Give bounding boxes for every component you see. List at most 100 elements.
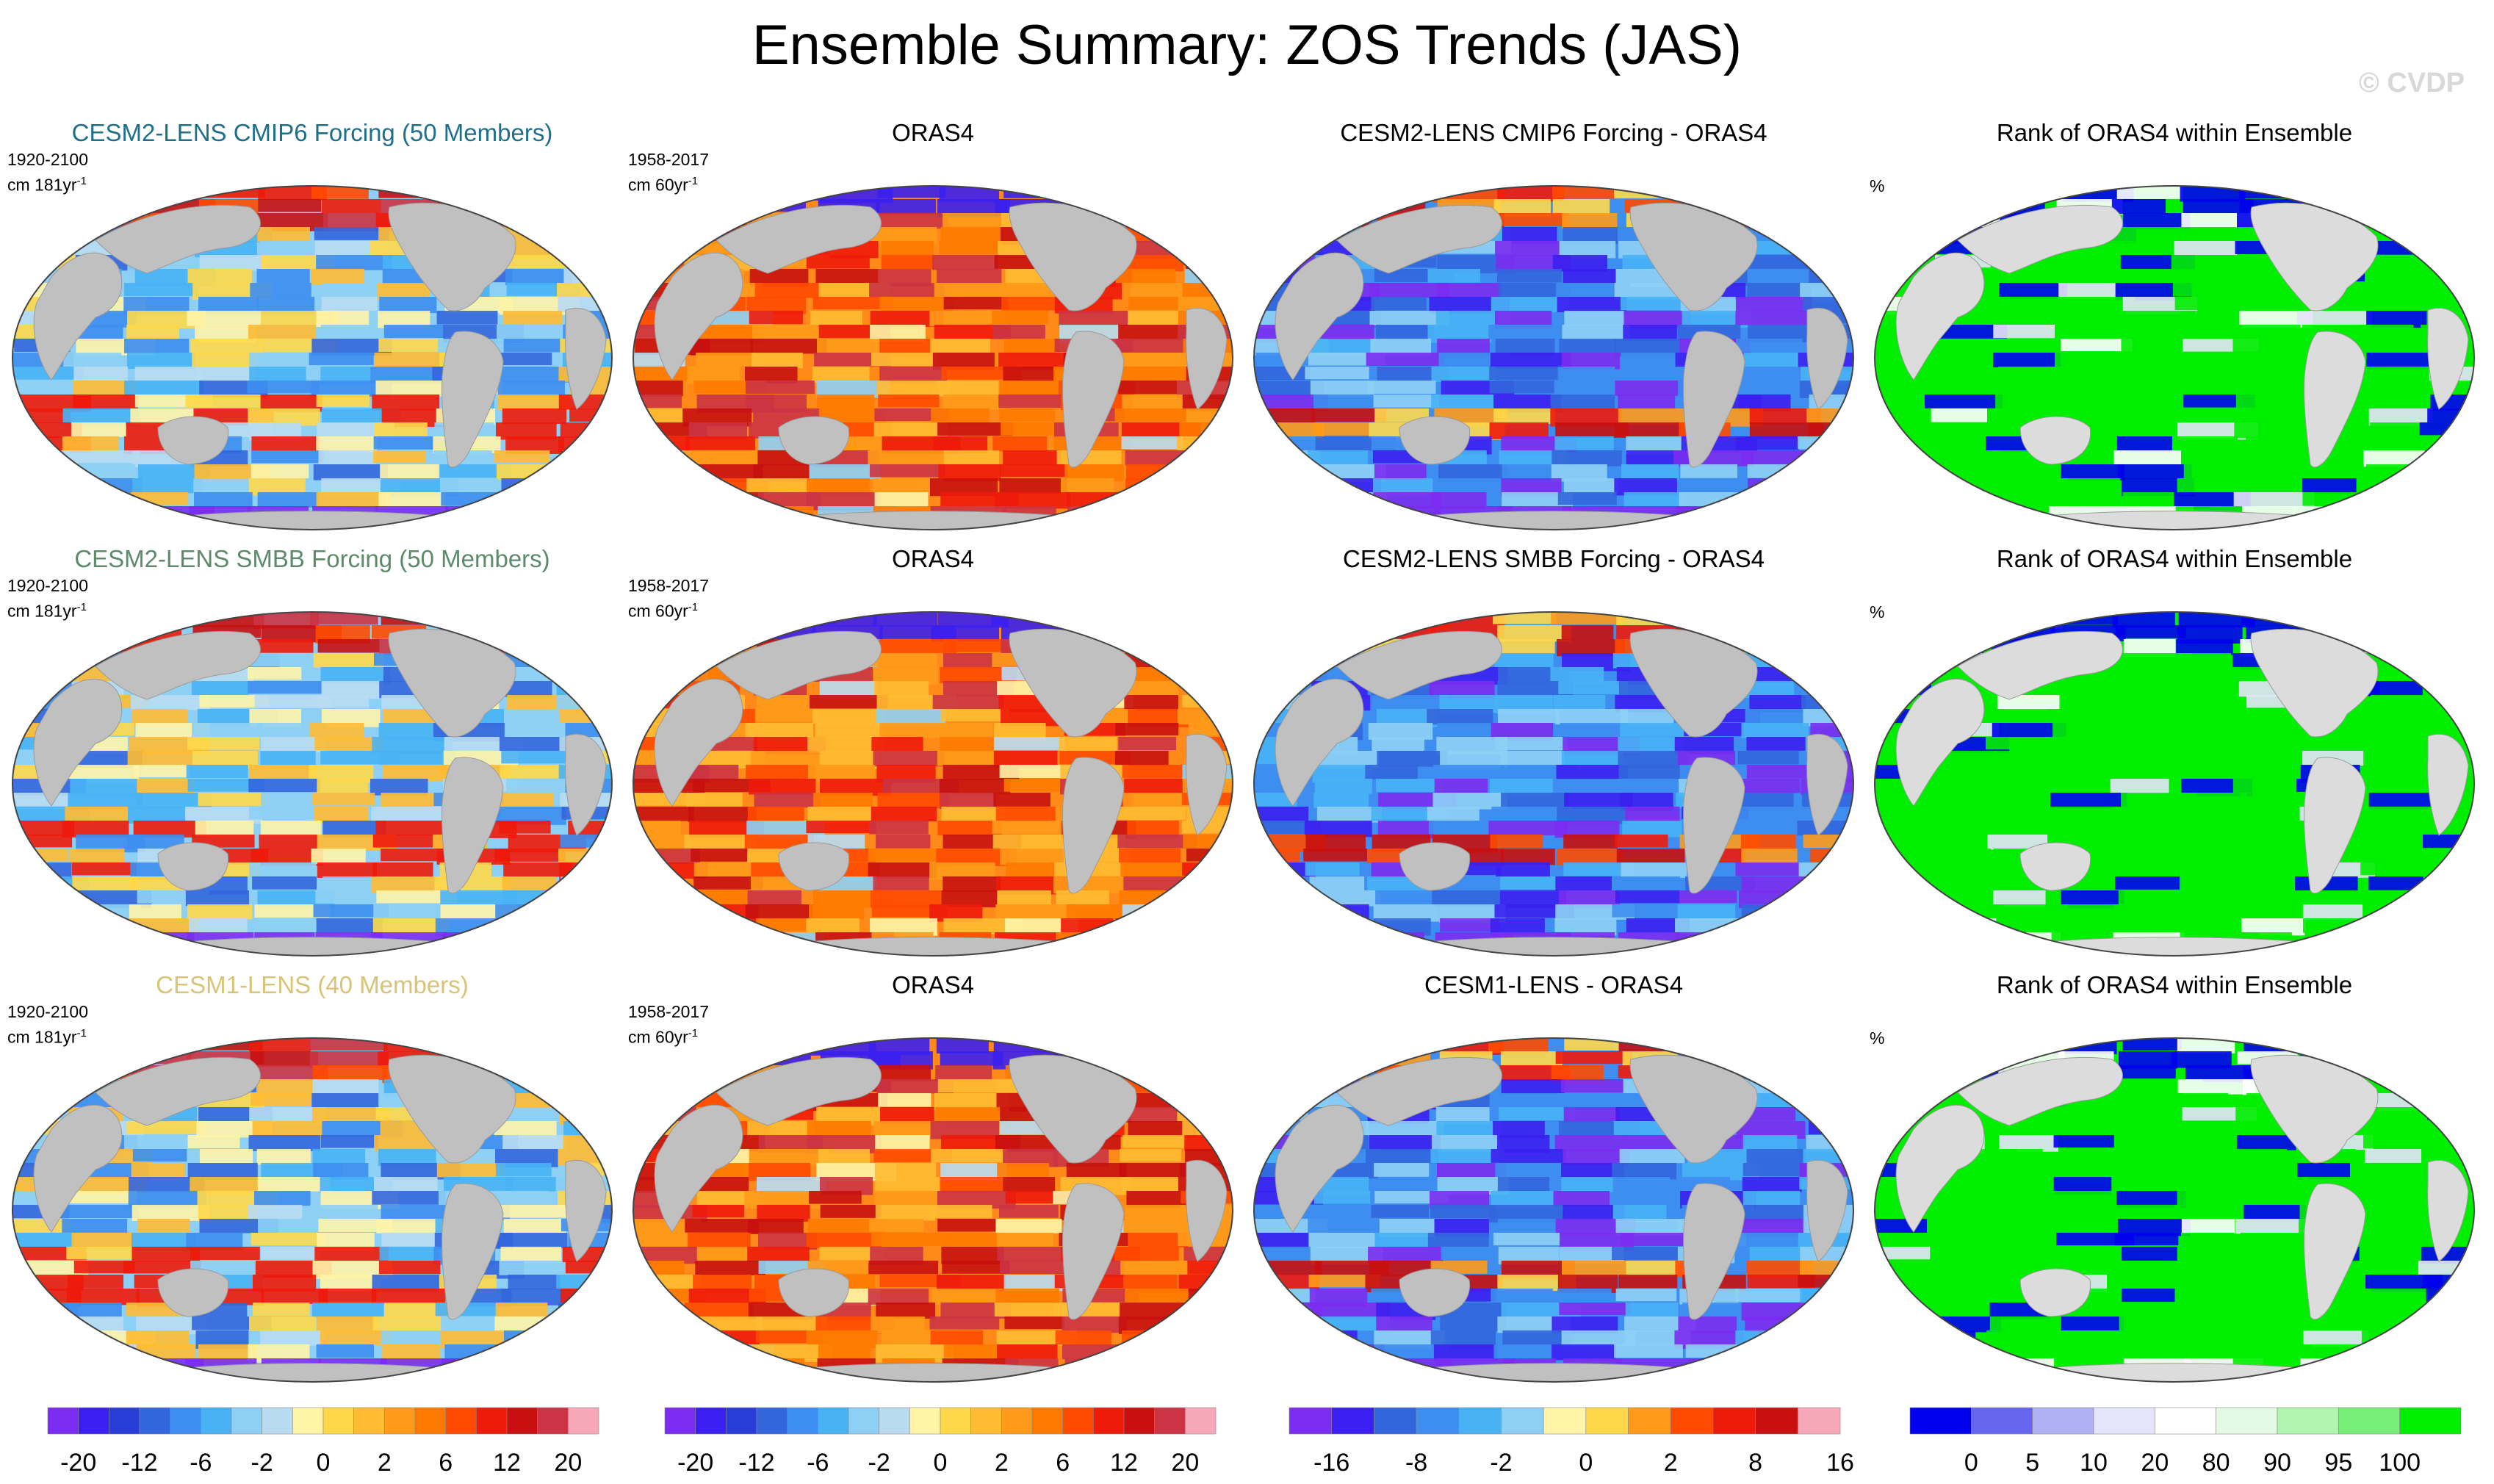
panel-title: CESM2-LENS SMBB Forcing (50 Members) — [74, 545, 550, 572]
colorbar-swatch — [2032, 1407, 2094, 1435]
colorbar-tick-label: 0 — [1964, 1449, 1978, 1477]
colorbar-tick-label: -6 — [190, 1449, 212, 1477]
colorbar-swatch — [1031, 1407, 1063, 1435]
colorbar-swatch — [1501, 1407, 1544, 1435]
colorbar-swatch — [1416, 1407, 1460, 1435]
panel-period-units: 1958-2017 cm 60yr-1 — [628, 1001, 709, 1048]
colorbar-swatch — [1185, 1407, 1217, 1435]
colorbar-swatch — [1062, 1407, 1094, 1435]
colorbar-swatch — [970, 1407, 1002, 1435]
colorbar-swatch — [818, 1407, 849, 1435]
panel-title: ORAS4 — [892, 545, 974, 572]
colorbar-swatch — [1755, 1407, 1798, 1435]
colorbar-tick-label: -6 — [807, 1449, 829, 1477]
panel-rank-row1: Rank of ORAS4 within Ensemble% — [1870, 119, 2479, 538]
panel-ensemble-row2: CESM2-LENS SMBB Forcing (50 Members) 1920… — [7, 545, 617, 964]
colorbar-swatch — [695, 1407, 727, 1435]
colorbar-swatch — [1154, 1407, 1186, 1435]
units-text: cm 60yr — [628, 601, 688, 621]
colorbar-swatch — [139, 1407, 170, 1435]
ensemble-map — [12, 611, 613, 957]
units-label: cm 181yr-1 — [7, 1023, 88, 1048]
panel-title: CESM1-LENS (40 Members) — [156, 971, 469, 998]
diff-map — [1253, 611, 1854, 957]
colorbar-3: -16 -8 -2 0 2 8 16 — [1282, 1405, 1855, 1478]
colorbar-swatch — [1289, 1407, 1332, 1435]
colorbar-swatch — [1543, 1407, 1587, 1435]
units-label: cm 60yr-1 — [628, 597, 709, 622]
colorbar-4: 0 5 10 20 80 90 95 100 — [1903, 1405, 2476, 1478]
colorbar-swatch — [1628, 1407, 1671, 1435]
colorbar-swatch — [1374, 1407, 1417, 1435]
colorbar-swatch — [726, 1407, 757, 1435]
colorbar-swatch — [2093, 1407, 2155, 1435]
panel-title: Rank of ORAS4 within Ensemble — [1996, 971, 2353, 998]
colorbar-swatch — [353, 1407, 385, 1435]
percent-units-label: % — [1870, 176, 1885, 195]
colorbar-swatch — [568, 1407, 599, 1435]
colorbar-swatch — [2216, 1407, 2278, 1435]
colorbar-tick-label: 0 — [1579, 1449, 1593, 1477]
colorbar-swatch — [787, 1407, 818, 1435]
panel-obs-row3: ORAS4 1958-2017 cm 60yr-1 — [628, 971, 1238, 1390]
colorbar-swatch — [170, 1407, 201, 1435]
colorbar-swatch — [384, 1407, 416, 1435]
colorbar-swatch — [2155, 1407, 2216, 1435]
units-exponent: -1 — [688, 601, 699, 613]
panel-ensemble-row3: CESM1-LENS (40 Members) 1920-2100 cm 181yr… — [7, 971, 617, 1390]
panel-obs-row2: ORAS4 1958-2017 cm 60yr-1 — [628, 545, 1238, 964]
colorbar-swatch — [78, 1407, 109, 1435]
colorbar-swatch — [879, 1407, 910, 1435]
units-exponent: -1 — [76, 601, 87, 613]
panel-ensemble-row1: CESM2-LENS CMIP6 Forcing (50 Members) 192… — [7, 119, 617, 538]
units-text: cm 181yr — [7, 175, 77, 195]
colorbar-tick-label: -20 — [60, 1449, 96, 1477]
colorbar-tick-label: 10 — [2080, 1449, 2108, 1477]
colorbar-swatch — [1712, 1407, 1756, 1435]
colorbar-tick-label: 6 — [1056, 1449, 1070, 1477]
obs-map — [632, 1037, 1233, 1383]
panel-rank-row2: Rank of ORAS4 within Ensemble% — [1870, 545, 2479, 964]
colorbar-tick-label: 80 — [2202, 1449, 2230, 1477]
panel-title: ORAS4 — [892, 119, 974, 146]
colorbar-tick-label: 12 — [493, 1449, 521, 1477]
colorbar-swatch — [109, 1407, 140, 1435]
colorbar-tick-label: -12 — [738, 1449, 774, 1477]
colorbar-tick-label: 6 — [439, 1449, 453, 1477]
colorbar-tick-label: 5 — [2025, 1449, 2039, 1477]
colorbar-swatch — [1798, 1407, 1841, 1435]
units-text: cm 181yr — [7, 601, 77, 621]
watermark: © CVDP — [2358, 68, 2465, 98]
colorbar-tick-label: 90 — [2263, 1449, 2291, 1477]
panel-title: Rank of ORAS4 within Ensemble — [1996, 545, 2353, 572]
colorbar-swatch — [664, 1407, 696, 1435]
panel-period-units: 1920-2100 cm 181yr-1 — [7, 574, 88, 622]
panel-title: CESM1-LENS - ORAS4 — [1424, 971, 1684, 998]
panel-title: ORAS4 — [892, 971, 974, 998]
colorbar-swatch — [1001, 1407, 1033, 1435]
rank-map — [1874, 1037, 2475, 1383]
colorbar-tick-label: -2 — [1490, 1449, 1512, 1477]
colorbar-swatch — [262, 1407, 293, 1435]
period-label: 1920-2100 — [7, 150, 88, 169]
colorbar-swatch — [1331, 1407, 1374, 1435]
colorbar-swatch — [1458, 1407, 1502, 1435]
page-title: Ensemble Summary: ZOS Trends (JAS) — [752, 14, 1742, 76]
panel-rank-row3: Rank of ORAS4 within Ensemble% — [1870, 971, 2479, 1390]
colorbar-swatch — [1093, 1407, 1125, 1435]
colorbar-2: -20 -12 -6 -2 0 2 6 12 20 — [657, 1405, 1230, 1478]
colorbar-swatch — [414, 1407, 446, 1435]
colorbar-tick-label: 2 — [1664, 1449, 1678, 1477]
ensemble-map — [12, 185, 613, 530]
period-label: 1958-2017 — [628, 576, 709, 595]
colorbar-swatch — [1585, 1407, 1629, 1435]
panel-period-units: 1920-2100 cm 181yr-1 — [7, 148, 88, 196]
colorbar-tick-label: 0 — [934, 1449, 948, 1477]
units-label: cm 60yr-1 — [628, 170, 709, 196]
colorbar-tick-label: 20 — [1171, 1449, 1199, 1477]
period-label: 1958-2017 — [628, 150, 709, 169]
units-label: cm 60yr-1 — [628, 1023, 709, 1048]
colorbar-swatch — [940, 1407, 971, 1435]
units-label: cm 181yr-1 — [7, 170, 88, 196]
colorbar-swatch — [476, 1407, 508, 1435]
